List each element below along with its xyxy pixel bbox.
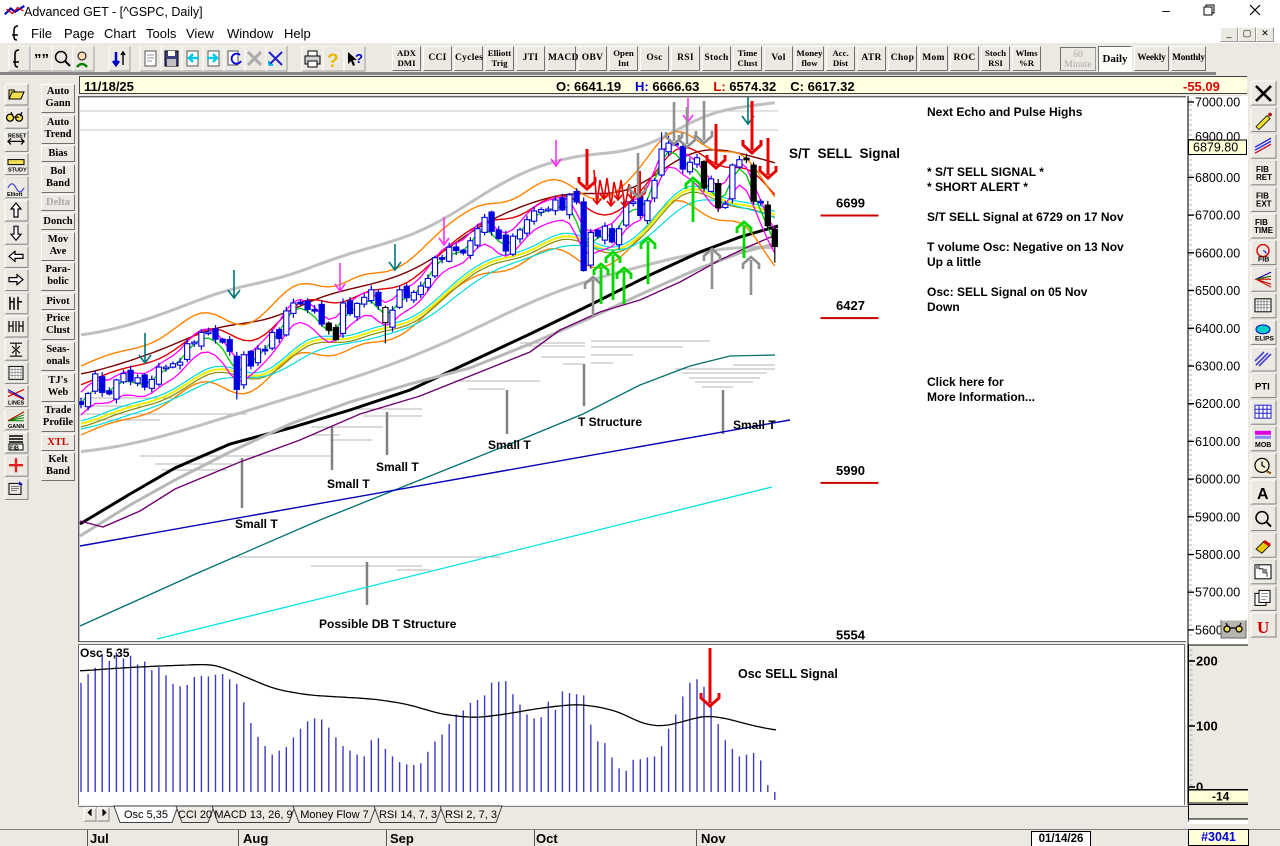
svg-text:Money Flow 7: Money Flow 7 (300, 809, 368, 821)
svg-text:6500.00: 6500.00 (1195, 284, 1240, 298)
svg-text:GANN: GANN (8, 424, 24, 430)
svg-text:T Structure: T Structure (578, 415, 642, 429)
svg-text:Small T: Small T (235, 517, 278, 531)
svg-text:6600.00: 6600.00 (1195, 246, 1240, 260)
svg-text:Up a little: Up a little (927, 255, 981, 269)
svg-text:TIME: TIME (1254, 226, 1274, 235)
svg-text:Next Echo and Pulse Highs: Next Echo and Pulse Highs (927, 105, 1083, 119)
svg-text:6400.00: 6400.00 (1195, 322, 1240, 336)
svg-text:RSI 14, 7, 3: RSI 14, 7, 3 (379, 809, 437, 821)
svg-text:6800.00: 6800.00 (1195, 171, 1240, 185)
svg-text:FIB: FIB (1256, 191, 1269, 200)
svg-text:Osc SELL Signal: Osc SELL Signal (738, 667, 838, 681)
svg-text:FIB: FIB (1258, 257, 1269, 264)
svg-text:PTI: PTI (1255, 382, 1270, 393)
svg-text:-14: -14 (1212, 790, 1230, 804)
svg-text:ELIPS: ELIPS (1255, 335, 1274, 342)
svg-text:LINES: LINES (8, 401, 25, 407)
svg-text:Down: Down (927, 300, 960, 314)
svg-text:S/T SELL Signal: S/T SELL Signal (789, 146, 900, 161)
svg-text:6699: 6699 (836, 196, 865, 211)
svg-text:6879.80: 6879.80 (1193, 141, 1238, 155)
svg-text:RET: RET (1256, 173, 1272, 182)
svg-text:MOB: MOB (1255, 442, 1271, 449)
svg-text:100: 100 (1196, 719, 1218, 734)
svg-text:?: ? (327, 51, 339, 72)
svg-text:Elliott: Elliott (7, 192, 22, 198)
svg-text:6000.00: 6000.00 (1195, 473, 1240, 487)
svg-text:Possible DB T Structure: Possible DB T Structure (319, 617, 457, 631)
svg-text:RSI 2, 7, 3: RSI 2, 7, 3 (445, 809, 497, 821)
svg-text:A: A (1257, 486, 1269, 503)
svg-text:5554: 5554 (836, 627, 866, 642)
svg-text:Osc 5,35: Osc 5,35 (124, 809, 168, 821)
svg-text:Small T: Small T (488, 438, 531, 452)
svg-text:Small T: Small T (327, 477, 370, 491)
svg-text:?: ? (355, 51, 363, 66)
svg-text:FIB: FIB (1255, 218, 1268, 227)
svg-text:””: ”” (34, 51, 49, 68)
svg-text:T volume Osc: Negative on 13 N: T volume Osc: Negative on 13 Nov (927, 240, 1124, 254)
svg-text:5990: 5990 (836, 463, 865, 478)
svg-text:Small T: Small T (376, 460, 419, 474)
svg-text:FIB: FIB (10, 446, 19, 452)
svg-text:* S/T SELL SIGNAL *: * S/T SELL SIGNAL * (927, 165, 1044, 179)
svg-text:CCI 20: CCI 20 (178, 809, 212, 821)
svg-text:Osc 5,35: Osc 5,35 (80, 646, 130, 660)
svg-text:5800.00: 5800.00 (1195, 548, 1240, 562)
svg-text:6200.00: 6200.00 (1195, 397, 1240, 411)
svg-text:Osc: SELL Signal on 05 Nov: Osc: SELL Signal on 05 Nov (927, 285, 1088, 299)
svg-text:200: 200 (1196, 654, 1218, 669)
svg-text:0: 0 (1196, 780, 1203, 795)
svg-text:S/T SELL Signal at 6729 on 17: S/T SELL Signal at 6729 on 17 Nov (927, 210, 1124, 224)
svg-text:6100.00: 6100.00 (1195, 435, 1240, 449)
svg-text:6300.00: 6300.00 (1195, 360, 1240, 374)
svg-text:6700.00: 6700.00 (1195, 209, 1240, 223)
svg-text:7000.00: 7000.00 (1195, 96, 1240, 110)
svg-text:STUDY: STUDY (8, 168, 27, 174)
svg-text:Click here for: Click here for (927, 375, 1004, 389)
svg-text:Small T: Small T (733, 418, 776, 432)
svg-text:6900.00: 6900.00 (1195, 130, 1240, 144)
svg-text:6427: 6427 (836, 298, 865, 313)
svg-text:5700.00: 5700.00 (1195, 586, 1240, 600)
svg-text:EXT: EXT (1256, 199, 1272, 208)
svg-text:More Information...: More Information... (927, 390, 1035, 404)
svg-text:FIB: FIB (1256, 165, 1269, 174)
svg-text:RESET: RESET (8, 133, 27, 139)
svg-text:* SHORT ALERT *: * SHORT ALERT * (927, 180, 1028, 194)
svg-text:MACD 13, 26, 9: MACD 13, 26, 9 (214, 809, 292, 821)
svg-text:5900.00: 5900.00 (1195, 510, 1240, 524)
svg-text:U: U (1257, 618, 1269, 637)
